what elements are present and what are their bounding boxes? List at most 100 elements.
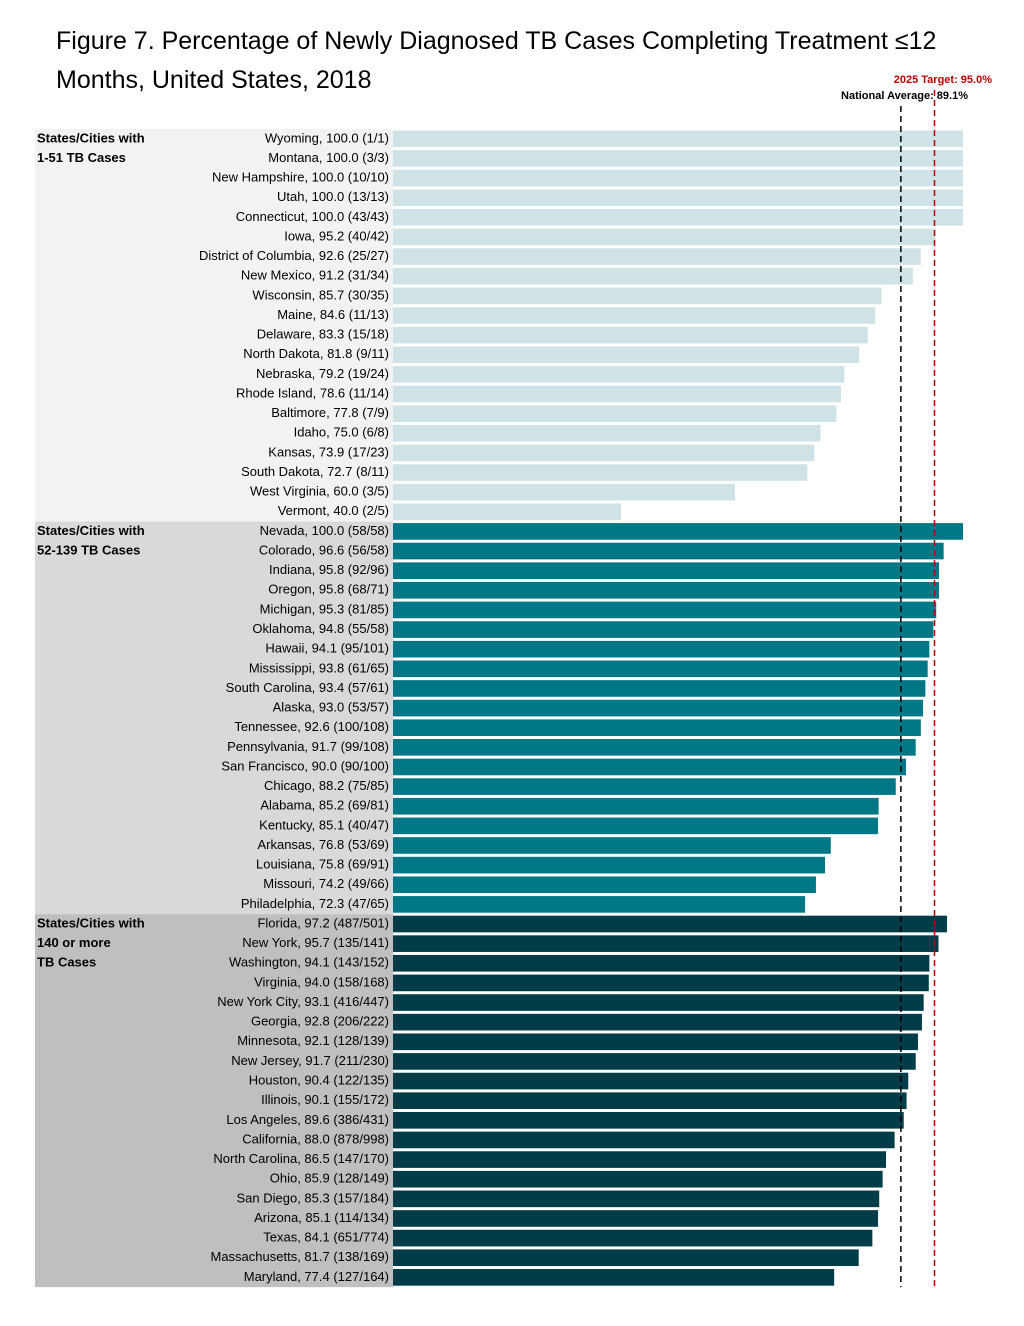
category-label: Minnesota, 92.1 (128/139)	[237, 1033, 389, 1048]
category-label: South Dakota, 72.7 (8/11)	[241, 464, 389, 479]
bar	[393, 150, 963, 167]
category-label: Connecticut, 100.0 (43/43)	[236, 209, 389, 224]
group-label: TB Cases	[37, 955, 96, 970]
bar	[393, 856, 826, 874]
group-label: 140 or more	[37, 935, 111, 950]
bar	[393, 660, 928, 678]
bar	[393, 385, 842, 403]
bar	[393, 1072, 909, 1090]
category-label: Kentucky, 85.1 (40/47)	[259, 817, 389, 832]
bar	[393, 424, 821, 442]
bar	[393, 680, 926, 697]
bar	[393, 935, 939, 952]
bar	[393, 189, 963, 207]
category-label: North Carolina, 86.5 (147/170)	[213, 1151, 389, 1166]
bar	[393, 444, 815, 462]
bar	[393, 405, 837, 422]
bar	[393, 248, 921, 265]
bar	[393, 601, 937, 619]
bar	[393, 326, 868, 344]
bar	[393, 1210, 879, 1227]
bar	[393, 228, 936, 246]
bar	[393, 1013, 922, 1031]
category-label: San Diego, 85.3 (157/184)	[237, 1190, 390, 1205]
group-label: 1-51 TB Cases	[37, 150, 126, 165]
bar	[393, 346, 860, 364]
group-background	[35, 914, 393, 1288]
category-label: Alabama, 85.2 (69/81)	[260, 798, 389, 813]
category-label: Tennessee, 92.6 (100/108)	[234, 719, 389, 734]
category-label: Kansas, 73.9 (17/23)	[268, 444, 389, 459]
bar	[393, 1033, 918, 1051]
category-label: Wisconsin, 85.7 (30/35)	[252, 287, 389, 302]
category-label: Illinois, 90.1 (155/172)	[261, 1092, 389, 1107]
category-label: Georgia, 92.8 (206/222)	[251, 1014, 389, 1029]
reference-label: National Average: 89.1%	[841, 90, 968, 102]
category-label: New York, 95.7 (135/141)	[242, 935, 389, 950]
bar	[393, 640, 930, 658]
bar	[393, 523, 963, 540]
bar	[393, 778, 896, 795]
category-label: North Dakota, 81.8 (9/11)	[243, 346, 389, 361]
chart-title: Figure 7. Percentage of Newly Diagnosed …	[56, 27, 937, 94]
category-label: Los Angeles, 89.6 (386/431)	[226, 1112, 389, 1127]
bar	[393, 954, 930, 972]
bar	[393, 817, 879, 835]
category-label: Louisiana, 75.8 (69/91)	[256, 857, 389, 872]
bar	[393, 739, 916, 756]
bar	[393, 1269, 835, 1286]
category-label: Michigan, 95.3 (81/85)	[260, 601, 389, 616]
category-label: Florida, 97.2 (487/501)	[257, 915, 389, 930]
category-label: Arkansas, 76.8 (53/69)	[257, 837, 389, 852]
bar	[393, 994, 924, 1011]
category-label: Houston, 90.4 (122/135)	[249, 1072, 389, 1087]
category-label: South Carolina, 93.4 (57/61)	[226, 680, 389, 695]
bar	[393, 758, 906, 776]
bar	[393, 837, 831, 854]
category-label: New Mexico, 91.2 (31/34)	[241, 268, 389, 283]
bar	[393, 699, 924, 717]
bar	[393, 562, 940, 579]
bar	[393, 1112, 904, 1129]
bar	[393, 1170, 883, 1188]
bar	[393, 542, 944, 560]
bar	[393, 169, 963, 187]
reference-label: 2025 Target: 95.0%	[894, 74, 992, 86]
category-label: Mississippi, 93.8 (61/65)	[249, 660, 389, 675]
category-label: Ohio, 85.9 (128/149)	[270, 1171, 389, 1186]
category-label: Hawaii, 94.1 (95/101)	[265, 641, 389, 656]
bar	[393, 876, 816, 894]
bar	[393, 581, 940, 599]
bar	[393, 307, 876, 324]
bar	[393, 621, 934, 638]
category-label: Arizona, 85.1 (114/134)	[254, 1210, 389, 1225]
group-background	[35, 521, 393, 915]
category-label: West Virginia, 60.0 (3/5)	[250, 484, 389, 499]
category-label: Baltimore, 77.8 (7/9)	[271, 405, 389, 420]
bar	[393, 483, 735, 501]
bar	[393, 503, 621, 521]
bar	[393, 1249, 859, 1267]
category-label: Idaho, 75.0 (6/8)	[294, 425, 389, 440]
bar	[393, 1053, 916, 1070]
group-label: 52-139 TB Cases	[37, 542, 140, 557]
category-label: Pennsylvania, 91.7 (99/108)	[227, 739, 389, 754]
group-label: States/Cities with	[37, 130, 145, 145]
category-label: Utah, 100.0 (13/13)	[277, 189, 389, 204]
category-label: Maryland, 77.4 (127/164)	[244, 1269, 389, 1284]
bar	[393, 719, 921, 737]
category-label: Maine, 84.6 (11/13)	[277, 307, 389, 322]
category-label: Washington, 94.1 (143/152)	[229, 955, 389, 970]
category-label: Vermont, 40.0 (2/5)	[278, 503, 389, 518]
category-label: New Hampshire, 100.0 (10/10)	[212, 170, 389, 185]
category-label: Philadelphia, 72.3 (47/65)	[241, 896, 389, 911]
bar	[393, 130, 963, 148]
bar	[393, 974, 929, 992]
category-label: Nebraska, 79.2 (19/24)	[256, 366, 389, 381]
category-label: Virginia, 94.0 (158/168)	[254, 974, 389, 989]
bar	[393, 287, 882, 305]
bar	[393, 366, 845, 383]
bar	[393, 464, 808, 481]
